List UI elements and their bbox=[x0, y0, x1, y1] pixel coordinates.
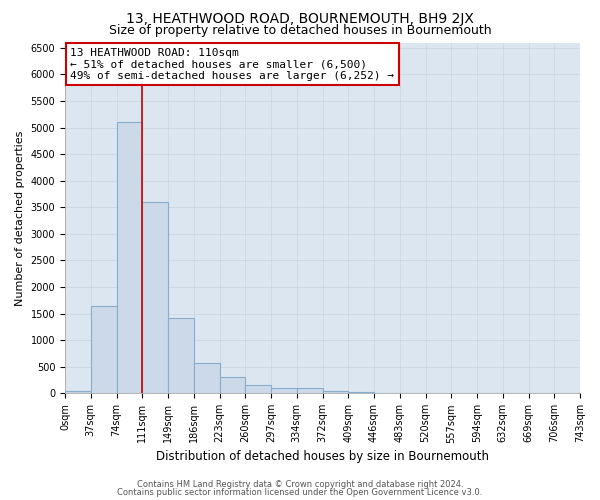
Bar bbox=[271, 388, 297, 394]
Bar bbox=[245, 386, 271, 394]
Bar bbox=[168, 318, 194, 394]
Bar bbox=[323, 390, 348, 394]
Y-axis label: Number of detached properties: Number of detached properties bbox=[15, 130, 25, 306]
Text: Contains public sector information licensed under the Open Government Licence v3: Contains public sector information licen… bbox=[118, 488, 482, 497]
Bar bbox=[220, 378, 245, 394]
Bar bbox=[142, 202, 168, 394]
Text: 13 HEATHWOOD ROAD: 110sqm
← 51% of detached houses are smaller (6,500)
49% of se: 13 HEATHWOOD ROAD: 110sqm ← 51% of detac… bbox=[70, 48, 394, 81]
Text: Size of property relative to detached houses in Bournemouth: Size of property relative to detached ho… bbox=[109, 24, 491, 37]
Bar bbox=[116, 122, 142, 394]
Bar bbox=[348, 392, 374, 394]
Bar bbox=[91, 306, 116, 394]
Bar bbox=[374, 393, 400, 394]
Bar bbox=[297, 388, 323, 394]
X-axis label: Distribution of detached houses by size in Bournemouth: Distribution of detached houses by size … bbox=[156, 450, 489, 462]
Text: Contains HM Land Registry data © Crown copyright and database right 2024.: Contains HM Land Registry data © Crown c… bbox=[137, 480, 463, 489]
Bar bbox=[65, 390, 91, 394]
Bar bbox=[194, 362, 220, 394]
Text: 13, HEATHWOOD ROAD, BOURNEMOUTH, BH9 2JX: 13, HEATHWOOD ROAD, BOURNEMOUTH, BH9 2JX bbox=[126, 12, 474, 26]
